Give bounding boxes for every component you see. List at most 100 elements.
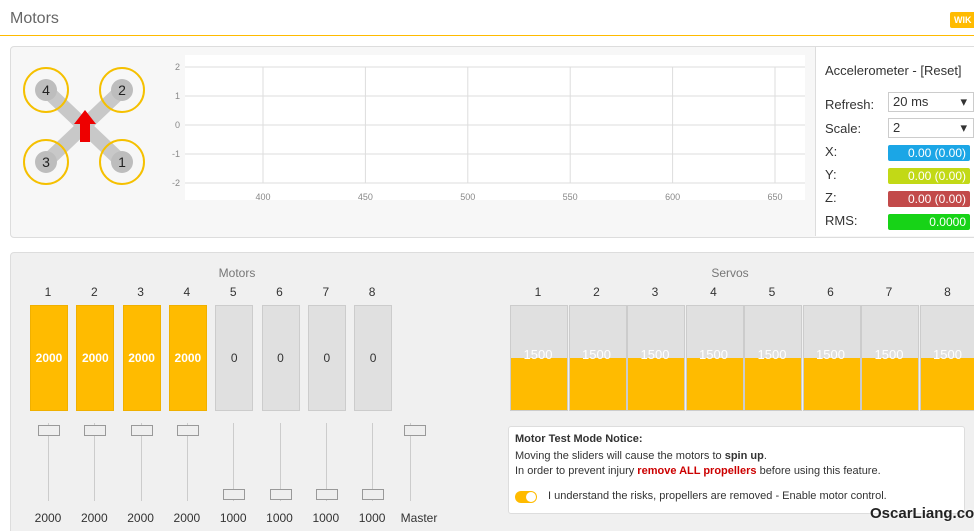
- notice-line: In order to prevent injury remove ALL pr…: [515, 465, 881, 477]
- text: before using this feature.: [757, 465, 881, 477]
- scale-value: 2: [893, 120, 900, 135]
- motor-number: 7: [322, 285, 329, 299]
- motor-bar: 0: [308, 305, 346, 411]
- x-tick-label: 500: [460, 192, 475, 202]
- sensor-title[interactable]: Accelerometer - [Reset]: [825, 63, 962, 78]
- notice-line: Moving the sliders will cause the motors…: [515, 450, 767, 462]
- motor-value: 1000: [312, 511, 339, 525]
- master-label: Master: [401, 511, 438, 525]
- motor-bar: 0: [262, 305, 300, 411]
- servo-value: 1500: [641, 347, 670, 362]
- motor-value: 1000: [220, 511, 247, 525]
- motor-value: 2000: [174, 511, 201, 525]
- emphasis: spin up: [725, 450, 764, 462]
- motor-number: 6: [276, 285, 283, 299]
- motor-bar: 2000: [169, 305, 207, 411]
- toggle-knob: [526, 492, 536, 502]
- quad-diagram: 4 2 3 1: [18, 62, 153, 192]
- motor-value: 1000: [266, 511, 293, 525]
- readout-value: 0.0000: [888, 214, 970, 230]
- slider-thumb[interactable]: [38, 425, 60, 436]
- text: .: [764, 450, 767, 462]
- toggle-label: I understand the risks, propellers are r…: [548, 490, 887, 502]
- y-tick-label: -2: [172, 178, 180, 188]
- servo-number: 2: [593, 285, 600, 299]
- motor-number: 8: [369, 285, 376, 299]
- watermark: OscarLiang.com: [870, 505, 974, 522]
- slider-thumb[interactable]: [223, 489, 245, 500]
- warning: remove ALL propellers: [637, 465, 756, 477]
- readout-value: 0.00 (0.00): [888, 191, 970, 207]
- text: Moving the sliders will cause the motors…: [515, 450, 725, 462]
- toggle-switch[interactable]: [515, 491, 537, 503]
- refresh-select[interactable]: 20 ms ▾: [888, 92, 974, 112]
- slider-thumb[interactable]: [177, 425, 199, 436]
- servo-number: 3: [652, 285, 659, 299]
- x-tick-label: 450: [358, 192, 373, 202]
- select-arrow: ▾: [960, 119, 967, 137]
- motor-value: 2000: [35, 511, 62, 525]
- servo-fill: [628, 358, 684, 410]
- servo-value: 1500: [582, 347, 611, 362]
- x-tick-label: 550: [563, 192, 578, 202]
- motor-bar: 2000: [76, 305, 114, 411]
- motor-number: 3: [42, 154, 50, 170]
- readout-label: Y:: [825, 167, 837, 182]
- servo-value: 1500: [875, 347, 904, 362]
- motor-bar: 0: [354, 305, 392, 411]
- motor-number: 2: [91, 285, 98, 299]
- title-rule: [0, 35, 974, 36]
- x-tick-label: 600: [665, 192, 680, 202]
- x-tick-label: 400: [255, 192, 270, 202]
- x-tick-label: 650: [767, 192, 782, 202]
- readout-value: 0.00 (0.00): [888, 145, 970, 161]
- motors-title: Motors: [219, 266, 256, 280]
- servos-title: Servos: [711, 266, 748, 280]
- servo-value: 1500: [699, 347, 728, 362]
- servo-value: 1500: [758, 347, 787, 362]
- motor-number: 3: [137, 285, 144, 299]
- y-tick-label: 0: [175, 120, 180, 130]
- notice-title: Motor Test Mode Notice:: [515, 433, 643, 445]
- y-tick-label: -1: [172, 149, 180, 159]
- motor-number: 4: [184, 285, 191, 299]
- motor-value: 1000: [359, 511, 386, 525]
- motor-number: 4: [42, 82, 50, 98]
- motor-number: 5: [230, 285, 237, 299]
- servo-number: 5: [769, 285, 776, 299]
- servo-value: 1500: [816, 347, 845, 362]
- wiki-button[interactable]: WIK: [950, 12, 974, 28]
- page: Motors WIK 4231 210-1-240045050055060065…: [0, 0, 974, 531]
- slider-thumb[interactable]: [362, 489, 384, 500]
- servo-fill: [745, 358, 801, 410]
- servo-fill: [862, 358, 918, 410]
- slider-thumb[interactable]: [316, 489, 338, 500]
- servo-number: 4: [710, 285, 717, 299]
- motor-bar: 2000: [30, 305, 68, 411]
- servo-fill: [687, 358, 743, 410]
- servo-value: 1500: [524, 347, 553, 362]
- motor-bar: 2000: [123, 305, 161, 411]
- refresh-value: 20 ms: [893, 94, 928, 109]
- motor-number: 2: [118, 82, 126, 98]
- readout-label: X:: [825, 144, 837, 159]
- motor-number: 1: [45, 285, 52, 299]
- master-slider-thumb[interactable]: [404, 425, 426, 436]
- servo-number: 8: [944, 285, 951, 299]
- slider-thumb[interactable]: [131, 425, 153, 436]
- scale-select[interactable]: 2▾: [888, 118, 974, 138]
- servo-number: 6: [827, 285, 834, 299]
- slider-thumb[interactable]: [270, 489, 292, 500]
- servo-fill: [511, 358, 567, 410]
- select-arrow: ▾: [960, 93, 967, 111]
- slider-thumb[interactable]: [84, 425, 106, 436]
- graph-area: [185, 55, 805, 200]
- servo-number: 1: [535, 285, 542, 299]
- servo-value: 1500: [933, 347, 962, 362]
- readout-label: RMS:: [825, 213, 858, 228]
- motor-bar: 0: [215, 305, 253, 411]
- readout-value: 0.00 (0.00): [888, 168, 970, 184]
- servo-fill: [804, 358, 860, 410]
- motor-number: 1: [118, 154, 126, 170]
